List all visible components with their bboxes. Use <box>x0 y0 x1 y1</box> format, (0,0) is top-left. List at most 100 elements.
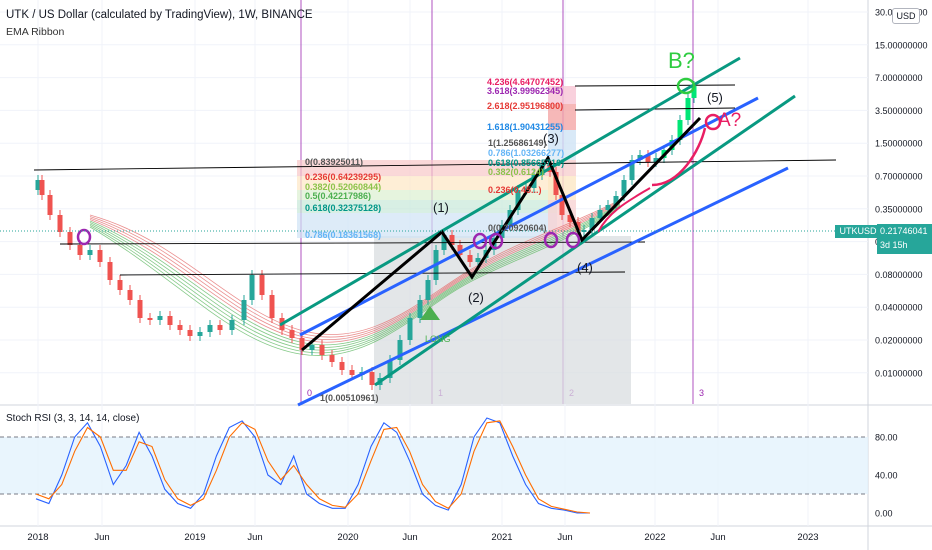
candle-body <box>309 345 315 350</box>
fib-right-label: 0.618(0.85665710) <box>488 158 564 168</box>
scenario-a-label: A? <box>718 110 741 131</box>
y-tick-label: 0.08000000 <box>875 270 923 280</box>
candle-body <box>117 280 123 290</box>
horizontal-level <box>33 159 837 171</box>
candle-body <box>339 362 345 370</box>
candle-body <box>467 255 473 262</box>
candle-body <box>167 316 173 325</box>
trend-channel-blue-bottom <box>297 166 789 407</box>
wave-label: (1) <box>433 200 449 215</box>
x-tick-label: Jun <box>402 532 417 543</box>
candle-body <box>613 196 619 205</box>
ema-ribbon-line <box>89 205 621 351</box>
candle-body <box>629 160 635 180</box>
stoch-tick-label: 0.00 <box>875 509 893 519</box>
wave-label: (4) <box>577 260 593 275</box>
indicator-label[interactable]: EMA Ribbon <box>6 26 65 38</box>
fib-band-right <box>548 104 576 130</box>
x-tick-label: Jun <box>94 532 109 543</box>
stoch-band <box>0 437 868 494</box>
candle-body <box>677 120 683 140</box>
trend-channel-green-bottom <box>374 94 796 387</box>
currency-button[interactable]: USD <box>892 8 920 24</box>
candle-body <box>67 232 73 245</box>
stoch-title: Stoch RSI (3, 3, 14, 14, close) <box>6 413 139 424</box>
candle-body <box>425 280 431 300</box>
candle-body <box>137 300 143 318</box>
cycle-label: 0 <box>307 388 312 398</box>
candle-body <box>241 300 247 320</box>
ema-ribbon-line <box>89 204 621 348</box>
y-tick-label: 0.70000000 <box>875 172 923 182</box>
candle-body <box>417 300 423 318</box>
candle-body <box>387 360 393 378</box>
ema-ribbon-line <box>89 206 621 354</box>
stoch-series-d <box>35 420 591 514</box>
scenario-path <box>597 187 651 233</box>
candle-body <box>197 332 203 336</box>
y-tick-label: 0.01000000 <box>875 368 923 378</box>
candle-body <box>329 355 335 362</box>
y-tick-label: 0.04000000 <box>875 303 923 313</box>
candle-body <box>515 190 521 210</box>
candle-body <box>259 275 265 295</box>
stoch-series-k <box>35 417 590 514</box>
candle-body <box>567 215 573 222</box>
y-tick-label: 0.02000000 <box>875 336 923 346</box>
scenario-a-marker <box>704 113 722 131</box>
fib-right-label: 4.236(4.64707452) <box>487 77 563 87</box>
purple-circle-marker <box>488 232 504 250</box>
fib-right-label: 0(0.20920604) <box>488 223 547 233</box>
x-tick-label: 2019 <box>184 532 205 543</box>
candle-body <box>653 158 659 162</box>
candle-body <box>77 245 83 255</box>
ema-ribbon-line <box>89 202 621 343</box>
x-tick-label: 2021 <box>491 532 512 543</box>
cycle-label: 3 <box>699 388 704 398</box>
ema-ribbon-line <box>89 199 621 335</box>
fib-right-label: 1(1.25686149) <box>488 138 547 148</box>
horizontal-level <box>59 241 646 245</box>
x-tick-label: 2023 <box>797 532 818 543</box>
x-tick-label: 2020 <box>337 532 358 543</box>
fib-right-label: 0.786(1.03266277) <box>488 148 564 158</box>
y-tick-label: 15.00000000 <box>875 40 928 50</box>
ema-ribbon-line <box>89 203 621 346</box>
scenario-b-marker <box>676 77 696 95</box>
ema-ribbon-line <box>89 200 621 338</box>
candle-body <box>407 318 413 340</box>
candle-body <box>299 338 305 350</box>
fib-left-label: 0.786(0.18361568) <box>305 230 381 240</box>
candle-body <box>35 180 41 190</box>
candle-body <box>605 205 611 210</box>
y-tick-label: 0.35000000 <box>875 204 923 214</box>
candle-body <box>157 316 163 320</box>
horizontal-level <box>574 84 736 87</box>
candle-body <box>269 295 275 318</box>
stoch-tick-label: 40.00 <box>875 471 898 481</box>
ema-ribbon-line <box>89 207 621 356</box>
long-arrow <box>420 306 440 320</box>
last-price-tag: 0.21746041 3d 15h <box>877 224 932 254</box>
candle-body <box>177 325 183 330</box>
fib-left-label: 0.5(0.42217986) <box>305 191 371 201</box>
candle-body <box>597 210 603 218</box>
fib-band-right <box>548 130 576 150</box>
chart-title: UTK / US Dollar (calculated by TradingVi… <box>6 9 313 21</box>
candle-body <box>553 172 559 195</box>
candle-body <box>349 370 355 375</box>
candle-body <box>559 195 565 215</box>
candle-body <box>621 180 627 196</box>
trend-channel-green-top <box>279 56 741 327</box>
fib-left-label: 0.236(0.64239295) <box>305 172 381 182</box>
fib-right-label: 1.618(1.90431255) <box>487 122 563 132</box>
candle-body <box>47 195 53 215</box>
x-tick-label: 2022 <box>644 532 665 543</box>
candle-body <box>107 262 113 280</box>
candle-body <box>39 180 45 195</box>
fib-right-label: 0.382(0.6124) <box>488 167 544 177</box>
scenario-a-path <box>651 127 707 187</box>
candle-body <box>589 218 595 230</box>
